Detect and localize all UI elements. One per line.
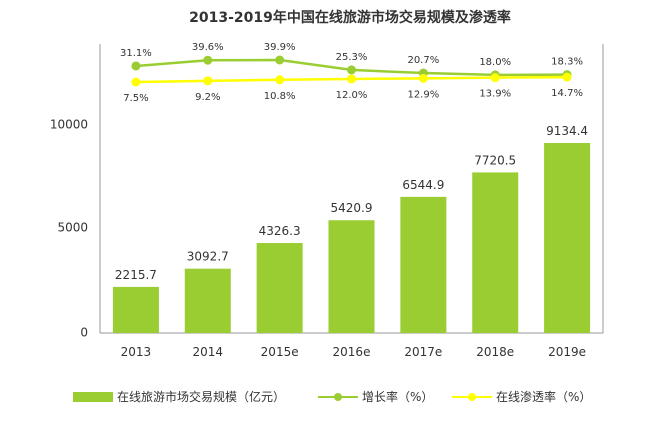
growth-rate-point	[275, 55, 285, 65]
bar-value-label: 3092.7	[187, 250, 229, 264]
bar-value-label: 6544.9	[402, 178, 444, 192]
legend-label: 在线旅游市场交易规模（亿元）	[117, 389, 285, 404]
legend-label: 增长率（%）	[362, 389, 433, 404]
bar	[328, 220, 375, 333]
bar	[256, 243, 303, 333]
bar	[472, 172, 519, 333]
penetration-rate-point	[418, 73, 428, 83]
bar-value-label: 5420.9	[331, 201, 373, 215]
growth-rate-label: 31.1%	[120, 48, 152, 59]
legend-swatch-bar	[73, 392, 113, 402]
growth-rate-point	[203, 55, 213, 65]
growth-rate-label: 39.9%	[264, 42, 296, 53]
growth-rate-point	[347, 65, 356, 75]
bar-value-label: 9134.4	[546, 124, 588, 138]
growth-rate-point	[131, 61, 141, 71]
penetration-rate-label: 10.8%	[264, 91, 296, 102]
y-tick-label: 10000	[50, 118, 88, 132]
chart-title: 2013-2019年中国在线旅游市场交易规模及渗透率	[189, 9, 511, 26]
x-tick-label: 2014	[193, 345, 224, 359]
x-tick-label: 2017e	[404, 345, 442, 359]
penetration-rate-point	[490, 73, 500, 83]
penetration-rate-point	[562, 72, 572, 82]
growth-rate-label: 18.3%	[551, 57, 583, 68]
penetration-rate-label: 12.0%	[336, 90, 368, 101]
growth-rate-label: 25.3%	[336, 52, 368, 63]
penetration-rate-point	[275, 75, 285, 85]
penetration-rate-label: 13.9%	[479, 89, 511, 100]
legend: 在线旅游市场交易规模（亿元） 增长率（%） 在线渗透率（%）	[73, 389, 591, 404]
bar	[184, 268, 231, 333]
penetration-rate-point	[203, 76, 213, 86]
penetration-rate-label: 14.7%	[551, 88, 583, 99]
penetration-rate-label: 12.9%	[407, 89, 439, 100]
legend-marker-growth	[334, 393, 342, 401]
x-tick-label: 2013	[121, 345, 152, 359]
x-tick-label: 2016e	[333, 345, 371, 359]
penetration-rate-label: 7.5%	[123, 93, 148, 104]
x-tick-label: 2018e	[476, 345, 514, 359]
bar-value-label: 4326.3	[259, 224, 301, 238]
bar-value-label: 2215.7	[115, 268, 157, 282]
bar	[112, 286, 159, 333]
y-tick-label: 5000	[57, 221, 88, 235]
legend-label: 在线渗透率（%）	[496, 389, 591, 404]
penetration-rate-point	[347, 74, 356, 84]
legend-marker-penetration	[468, 393, 476, 401]
y-tick-label: 0	[80, 326, 88, 340]
penetration-rate-point	[131, 77, 141, 87]
growth-rate-label: 39.6%	[192, 42, 224, 53]
bar-series: 2215.7 3092.7 4326.3 5420.9 6544.9 7720.5 9134…	[112, 124, 591, 333]
bar	[400, 196, 447, 333]
growth-rate-label: 20.7%	[407, 55, 439, 66]
x-tick-label: 2019e	[548, 345, 586, 359]
x-tick-labels: 2013 2014 2015e 2016e 2017e 2018e 2019e	[121, 345, 586, 359]
x-tick-label: 2015e	[261, 345, 299, 359]
penetration-rate-label: 9.2%	[195, 92, 220, 103]
bar-value-label: 7720.5	[474, 153, 516, 167]
line-series: 31.1% 39.6% 39.9% 25.3% 20.7% 18.0% 18.3% 7.5% 9…	[120, 42, 583, 104]
growth-rate-label: 18.0%	[479, 57, 511, 68]
bar	[544, 143, 591, 333]
